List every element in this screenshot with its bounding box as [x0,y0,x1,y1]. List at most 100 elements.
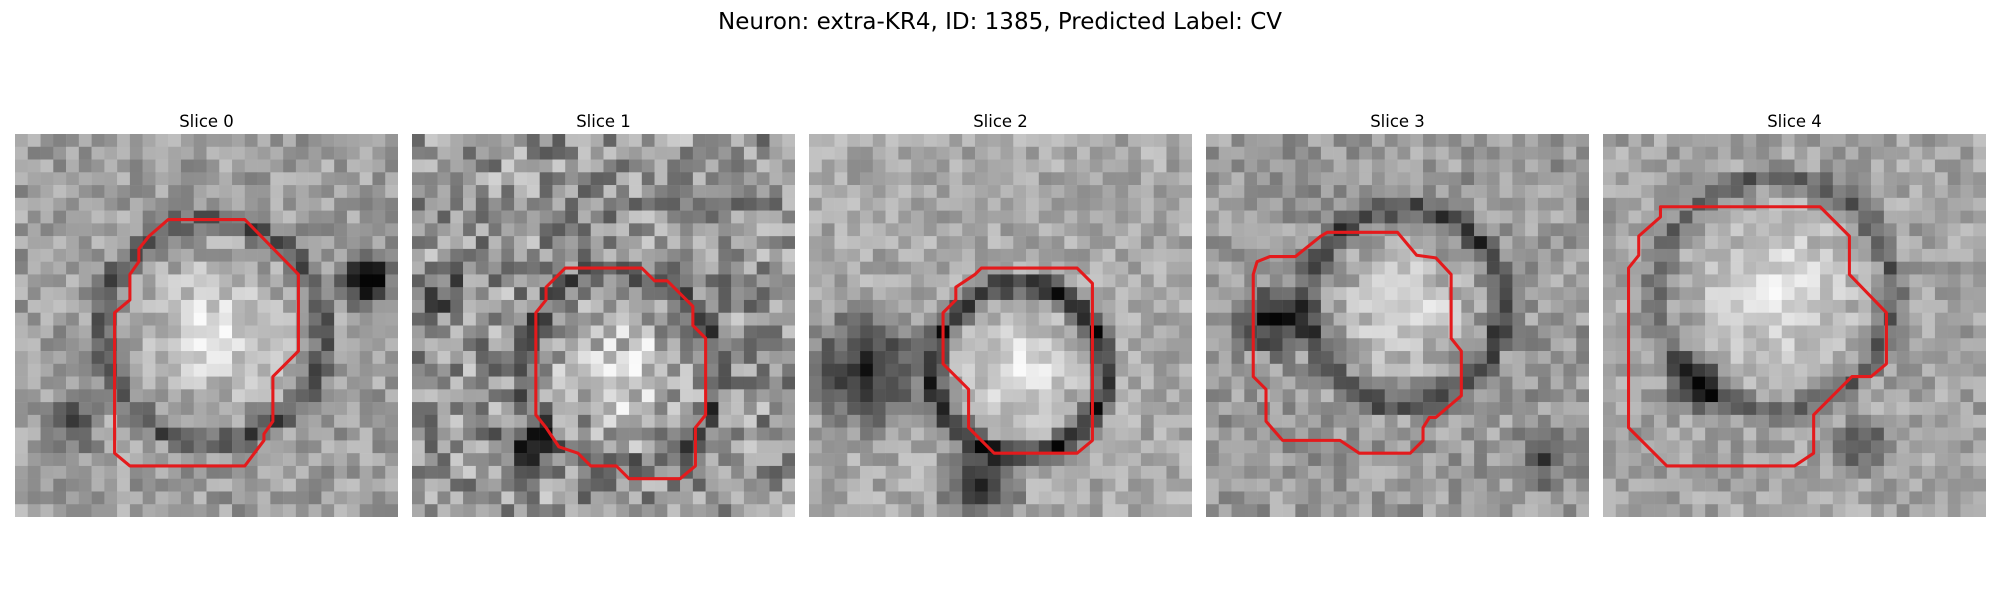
pixel [756,223,770,237]
pixel [1628,389,1642,403]
pixel [1333,248,1347,262]
pixel [1615,504,1629,517]
pixel [1603,402,1617,416]
pixel [1603,351,1617,365]
pixel [590,402,604,416]
pixel [1909,172,1923,186]
pixel [142,427,156,441]
pixel [860,402,874,416]
pixel [359,414,373,428]
pixel [1832,402,1846,416]
pixel [1641,376,1655,390]
pixel [1000,402,1014,416]
pixel [1077,197,1091,211]
pixel [193,504,207,517]
pixel [1909,478,1923,492]
pixel [1102,351,1116,365]
pixel [1883,389,1897,403]
pixel [1384,248,1398,262]
pixel [1461,223,1475,237]
pixel [180,427,194,441]
pixel [1000,185,1014,199]
pixel [1179,172,1192,186]
pixel [1628,312,1642,326]
pixel [565,414,579,428]
pixel [731,146,745,160]
pixel [949,261,963,275]
pixel [1474,504,1488,517]
pixel [232,363,246,377]
pixel [104,236,118,250]
pixel [1563,504,1577,517]
pixel [142,414,156,428]
pixel [40,287,54,301]
pixel [1371,159,1385,173]
pixel [1179,440,1192,454]
pixel [1346,185,1360,199]
pixel [718,197,732,211]
pixel [629,223,643,237]
pixel [1654,389,1668,403]
pixel [962,287,976,301]
pixel [1089,453,1103,467]
pixel [501,504,515,517]
pixel [1628,197,1642,211]
pixel [1166,389,1180,403]
pixel [1705,287,1719,301]
pixel [1768,185,1782,199]
pixel [1346,325,1360,339]
pixel [962,210,976,224]
pixel [629,376,643,390]
pixel [936,402,950,416]
pixel [1102,185,1116,199]
pixel [1153,376,1167,390]
pixel [1295,261,1309,275]
pixel [1615,159,1629,173]
pixel [1153,146,1167,160]
pixel [629,172,643,186]
pixel [180,159,194,173]
pixel [488,376,502,390]
pixel [1026,504,1040,517]
pixel [104,478,118,492]
pixel [1794,287,1808,301]
pixel [1896,427,1910,441]
pixel [1820,223,1834,237]
pixel [53,236,67,250]
pixel [501,376,515,390]
pixel [923,146,937,160]
pixel [898,465,912,479]
pixel [450,491,464,505]
pixel [142,248,156,262]
pixel [1128,504,1142,517]
pixel [1705,453,1719,467]
pixel [385,287,398,301]
pixel [718,210,732,224]
pixel [885,491,899,505]
pixel [1218,236,1232,250]
pixel [756,402,770,416]
pixel [1883,172,1897,186]
pixel [232,402,246,416]
pixel [1794,274,1808,288]
pixel [1257,427,1271,441]
pixel [180,491,194,505]
pixel [1371,223,1385,237]
pixel [334,338,348,352]
pixel [1064,491,1078,505]
pixel [232,453,246,467]
pixel [923,453,937,467]
pixel [321,504,335,517]
pixel [1384,440,1398,454]
pixel [974,172,988,186]
pixel [488,465,502,479]
pixel [219,351,233,365]
pixel [1934,351,1948,365]
pixel [1807,172,1821,186]
pixel [27,325,41,339]
pixel [1089,491,1103,505]
pixel [809,453,823,467]
pixel [1384,299,1398,313]
pixel [129,312,143,326]
pixel [1705,261,1719,275]
